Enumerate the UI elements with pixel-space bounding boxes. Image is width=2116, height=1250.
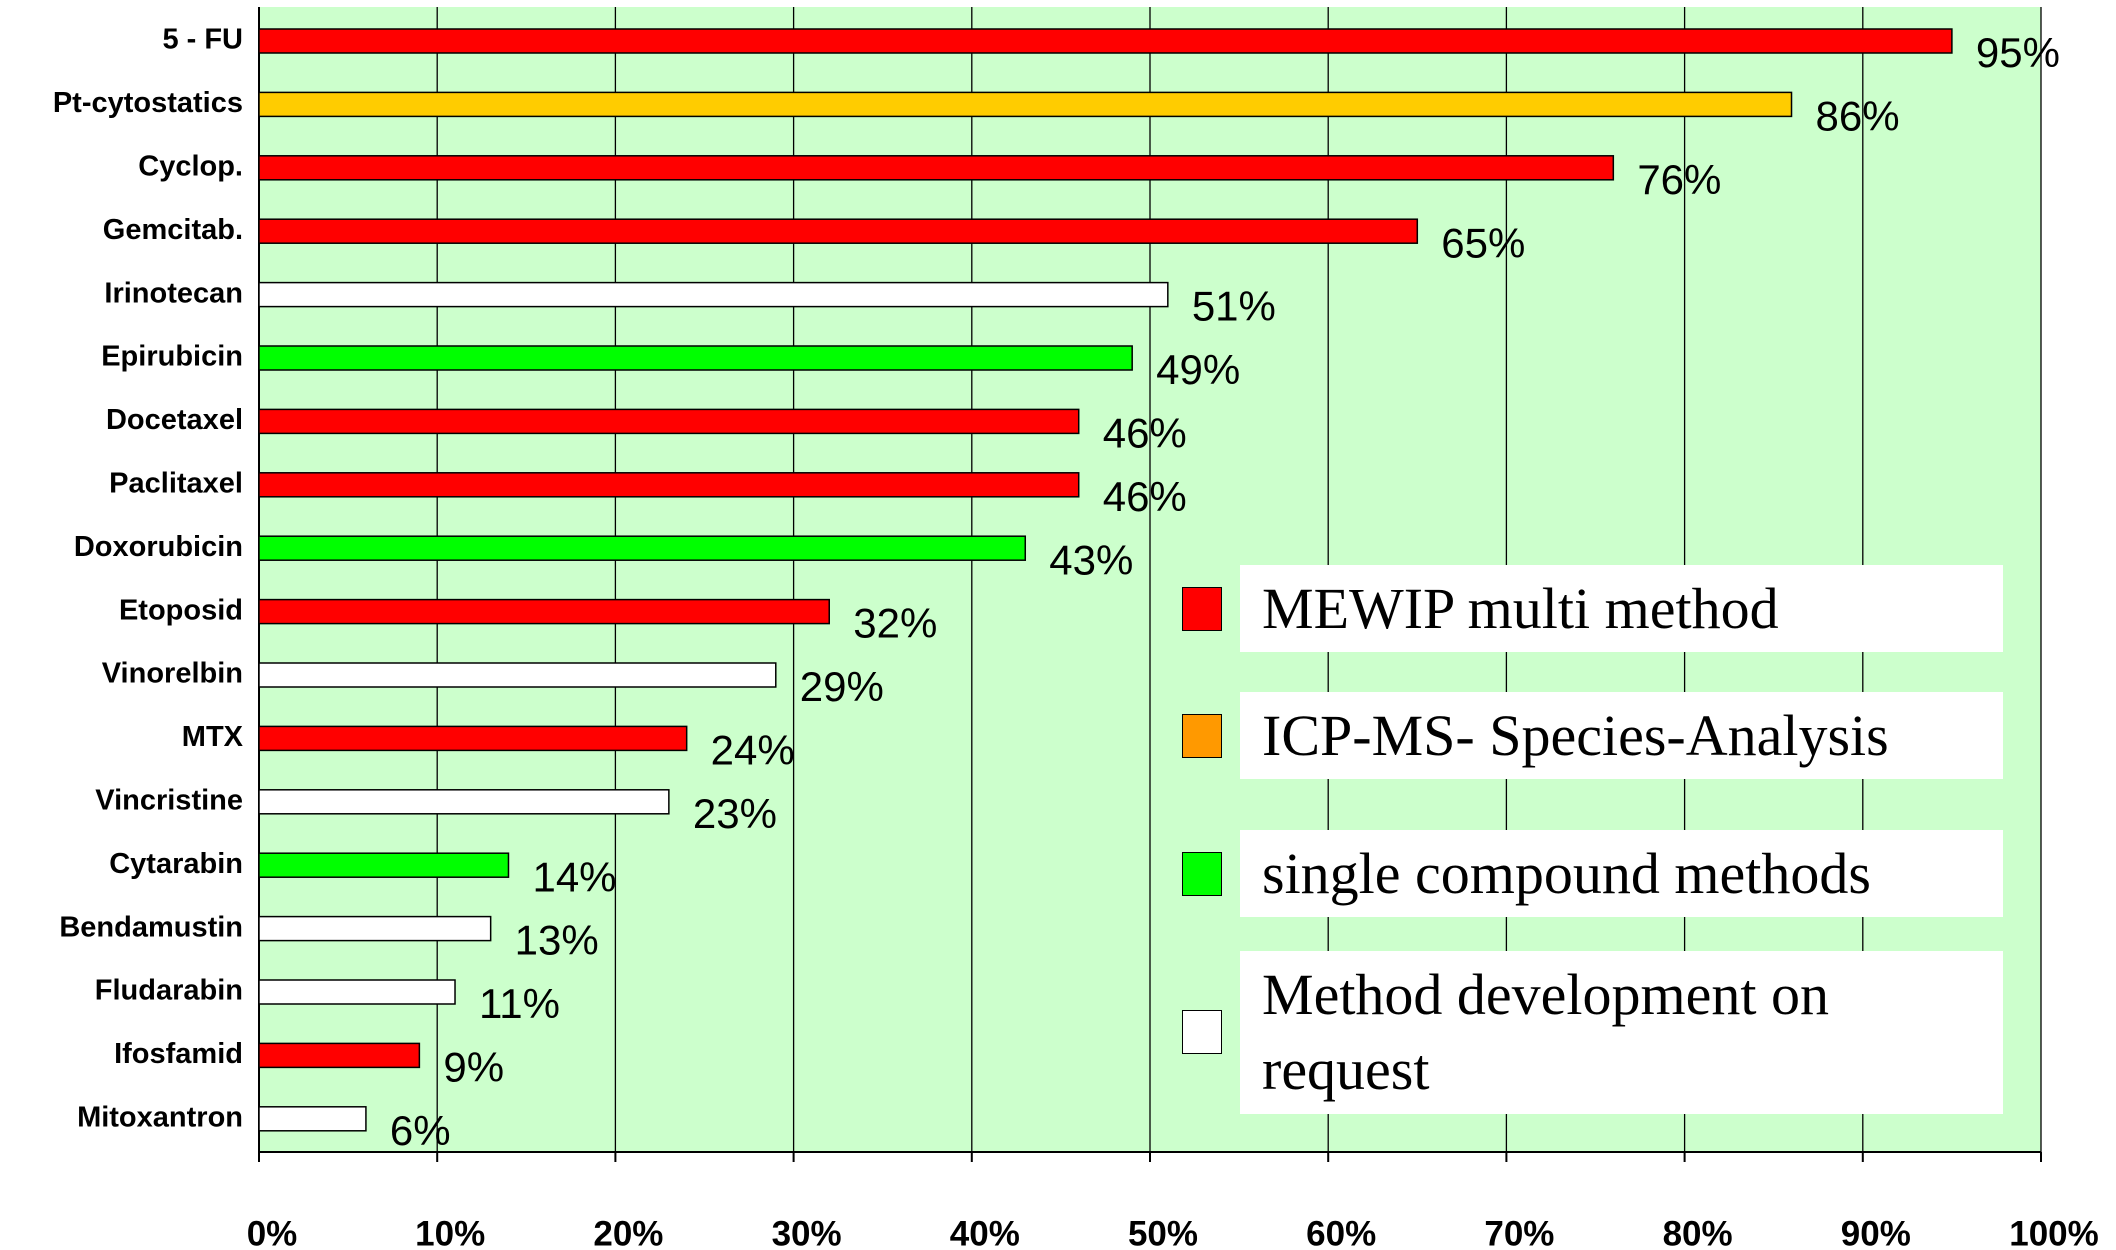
legend-marker	[1182, 1010, 1222, 1055]
bar	[258, 155, 1615, 181]
value-label: 46%	[1103, 409, 1187, 456]
bar	[258, 598, 830, 625]
legend-entry: Method development on request	[1182, 951, 2003, 1114]
y-tick-label: Gemcitab.	[103, 214, 243, 246]
legend-marker	[1182, 851, 1222, 896]
value-label: 14%	[532, 853, 616, 900]
value-label: 46%	[1103, 473, 1187, 520]
value-label: 6%	[390, 1107, 451, 1154]
y-tick-label: Cytarabin	[109, 848, 243, 880]
bar	[258, 789, 670, 815]
x-tick-label: 70%	[1484, 1214, 1554, 1250]
legend-label: ICP-MS- Species-Analysis	[1240, 692, 2003, 780]
legend-entry: ICP-MS- Species-Analysis	[1182, 692, 2003, 780]
bar	[258, 218, 1419, 244]
y-tick-label: Docetaxel	[106, 404, 243, 436]
y-tick-label: Epirubicin	[101, 341, 243, 373]
x-tick-label: 30%	[772, 1214, 842, 1250]
legend-label: MEWIP multi method	[1240, 565, 2003, 653]
value-label: 95%	[1976, 29, 2060, 76]
x-tick-label: 100%	[2009, 1214, 2099, 1250]
bar	[258, 852, 510, 878]
legend-entry: MEWIP multi method	[1182, 565, 2003, 653]
y-tick-label: Cyclop.	[138, 150, 243, 182]
y-tick-label: Irinotecan	[104, 277, 243, 309]
bar	[258, 472, 1080, 498]
x-tick-label: 40%	[950, 1214, 1020, 1250]
y-tick-label: Bendamustin	[59, 911, 243, 943]
y-tick-label: Vinorelbin	[102, 658, 243, 690]
value-label: 51%	[1192, 283, 1276, 330]
value-label: 11%	[479, 980, 560, 1027]
legend-marker	[1182, 713, 1222, 758]
bar	[258, 725, 688, 752]
x-tick-label: 20%	[593, 1214, 663, 1250]
bar	[258, 1106, 367, 1132]
y-tick-label: Mitoxantron	[77, 1101, 243, 1133]
y-tick-label: MTX	[182, 721, 244, 753]
legend-label: single compound methods	[1240, 830, 2003, 918]
legend-entry: single compound methods	[1182, 830, 2003, 918]
y-tick-label: Pt-cytostatics	[53, 87, 243, 119]
bar	[258, 345, 1133, 371]
y-tick-label: Doxorubicin	[74, 531, 243, 563]
value-label: 65%	[1441, 219, 1525, 266]
value-label: 9%	[443, 1043, 504, 1090]
bar	[258, 408, 1080, 435]
x-tick-label: 50%	[1128, 1214, 1198, 1250]
value-label: 29%	[800, 663, 884, 710]
y-tick-label: 5 - FU	[162, 24, 243, 56]
bar	[258, 662, 777, 688]
value-label: 32%	[853, 600, 937, 647]
value-label: 86%	[1816, 92, 1900, 139]
x-tick-label: 80%	[1663, 1214, 1733, 1250]
bar	[258, 1042, 421, 1069]
x-tick-label: 90%	[1841, 1214, 1911, 1250]
bar	[258, 915, 492, 942]
y-tick-label: Ifosfamid	[114, 1038, 243, 1070]
legend-marker	[1182, 586, 1222, 631]
value-label: 76%	[1637, 156, 1721, 203]
y-tick-label: Etoposid	[119, 594, 243, 626]
y-tick-label: Vincristine	[95, 784, 243, 816]
legend-label: Method development on request	[1240, 951, 2003, 1114]
value-label: 43%	[1049, 536, 1133, 583]
x-tick-label: 10%	[415, 1214, 485, 1250]
y-tick-label: Paclitaxel	[109, 467, 243, 499]
bar	[258, 535, 1027, 561]
bar	[258, 28, 1953, 54]
y-tick-label: Fludarabin	[95, 975, 243, 1007]
value-label: 49%	[1156, 346, 1240, 393]
bar	[258, 91, 1793, 118]
bar	[258, 979, 456, 1005]
value-label: 13%	[515, 917, 599, 964]
x-tick-label: 0%	[247, 1214, 298, 1250]
x-tick-label: 60%	[1306, 1214, 1376, 1250]
value-label: 24%	[711, 726, 795, 773]
bar	[258, 281, 1169, 308]
value-label: 23%	[693, 790, 777, 837]
